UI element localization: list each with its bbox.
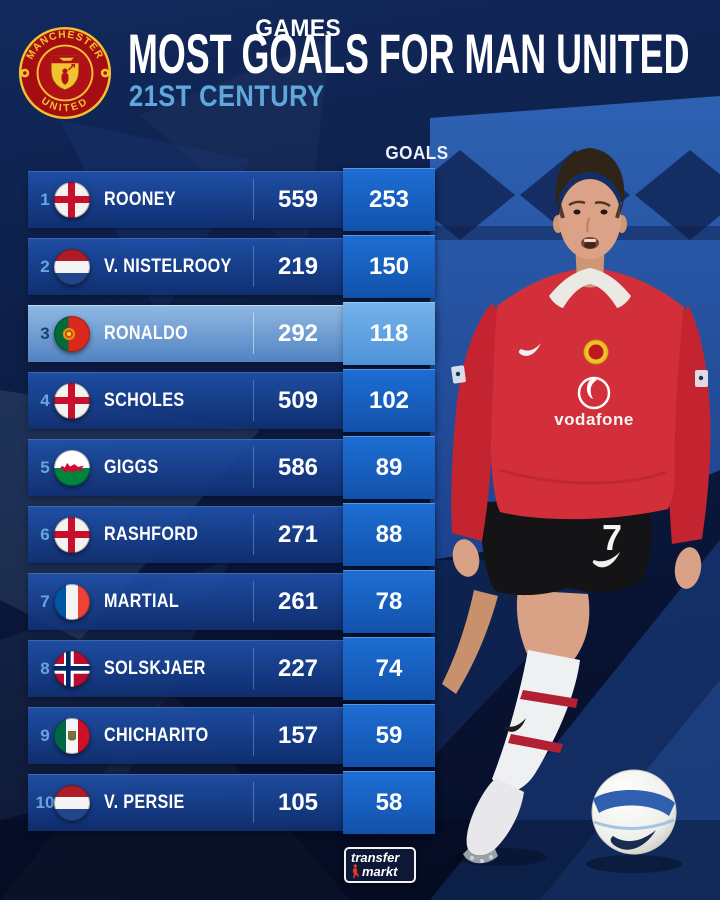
games-value: 261	[277, 588, 319, 615]
goals-value: 118	[343, 302, 435, 365]
football	[591, 769, 677, 855]
rank-number: 3	[40, 324, 50, 343]
games-value: 271	[277, 521, 319, 548]
flag-icon	[54, 784, 90, 821]
goals-value: 74	[343, 637, 435, 700]
games-column-header: GAMES	[255, 15, 342, 42]
player-name: MARTIAL	[104, 591, 180, 612]
table-row: 8 SOLSKJAER 227 74	[28, 637, 435, 700]
goals-value: 150	[343, 235, 435, 298]
games-value: 292	[277, 320, 319, 347]
games-value: 509	[277, 387, 319, 414]
player-name: GIGGS	[104, 457, 159, 478]
goals-value: 253	[343, 168, 435, 231]
rank-number: 5	[40, 458, 50, 477]
goals-value: 102	[343, 369, 435, 432]
rank-number: 1	[40, 190, 50, 209]
flag-icon	[54, 516, 90, 553]
transfermarkt-logo: transfer markt	[344, 847, 416, 883]
rank-number: 10	[35, 793, 55, 812]
goals-column-header: GOALS	[385, 143, 449, 163]
table-row: 7 MARTIAL 261 78	[28, 570, 435, 633]
flag-icon	[54, 248, 90, 285]
flag-icon	[54, 449, 90, 486]
goals-value: 58	[343, 771, 435, 834]
rank-number: 2	[40, 257, 50, 276]
games-value: 559	[277, 186, 319, 213]
player-name: CHICHARITO	[104, 725, 209, 746]
goals-value: 89	[343, 436, 435, 499]
table-row: 9 CHICHARITO 157 59	[28, 704, 435, 767]
player-name: V. NISTELROOY	[104, 256, 232, 277]
games-value: 105	[277, 789, 319, 816]
games-value: 586	[277, 454, 319, 481]
table-row: 6 RASHFORD 271 88	[28, 503, 435, 566]
table-row: 1 ROONEY 559 253	[28, 168, 435, 231]
page-subtitle: 21ST CENTURY	[129, 80, 325, 113]
table-row: 2 V. NISTELROOY 219 150	[28, 235, 435, 298]
games-value: 227	[277, 655, 319, 682]
player-name: RASHFORD	[104, 524, 199, 545]
player-name: SCHOLES	[104, 390, 185, 411]
rank-number: 7	[40, 592, 50, 611]
flag-icon	[54, 382, 90, 419]
flag-icon	[54, 650, 90, 687]
table-row: 5 GIGGS 586 89	[28, 436, 435, 499]
flag-icon	[54, 181, 90, 218]
flag-icon	[54, 583, 90, 620]
games-value: 157	[277, 722, 319, 749]
goals-value: 59	[343, 704, 435, 767]
goals-value: 88	[343, 503, 435, 566]
transfermarkt-player-icon	[352, 864, 359, 878]
ranking-table: 1 ROONEY 559 253 2 V. NISTELROOY 219 150…	[28, 168, 435, 841]
goals-value: 78	[343, 570, 435, 633]
table-row: 3 RONALDO 292 118	[28, 302, 435, 365]
shirt-number-text: 7	[602, 517, 622, 558]
transfermarkt-text-top: transfer	[351, 850, 400, 865]
man-united-crest-icon: MANCHESTER UNITED	[18, 26, 112, 120]
shirt-sponsor-text: vodafone	[554, 410, 634, 429]
page-title: MOST GOALS FOR MAN UNITED	[128, 22, 690, 85]
player-name: SOLSKJAER	[104, 658, 206, 679]
flag-icon	[54, 717, 90, 754]
rank-number: 8	[40, 659, 50, 678]
flag-icon	[54, 315, 90, 352]
rank-number: 4	[40, 391, 50, 410]
table-row: 4 SCHOLES 509 102	[28, 369, 435, 432]
transfermarkt-text-bottom: markt	[362, 864, 398, 880]
player-name: RONALDO	[104, 323, 189, 344]
games-value: 219	[277, 253, 319, 280]
player-name: ROONEY	[104, 189, 177, 210]
player-name: V. PERSIE	[104, 792, 185, 813]
rank-number: 6	[40, 525, 50, 544]
table-row: 10 V. PERSIE 105 58	[28, 771, 435, 834]
rank-number: 9	[40, 726, 50, 745]
